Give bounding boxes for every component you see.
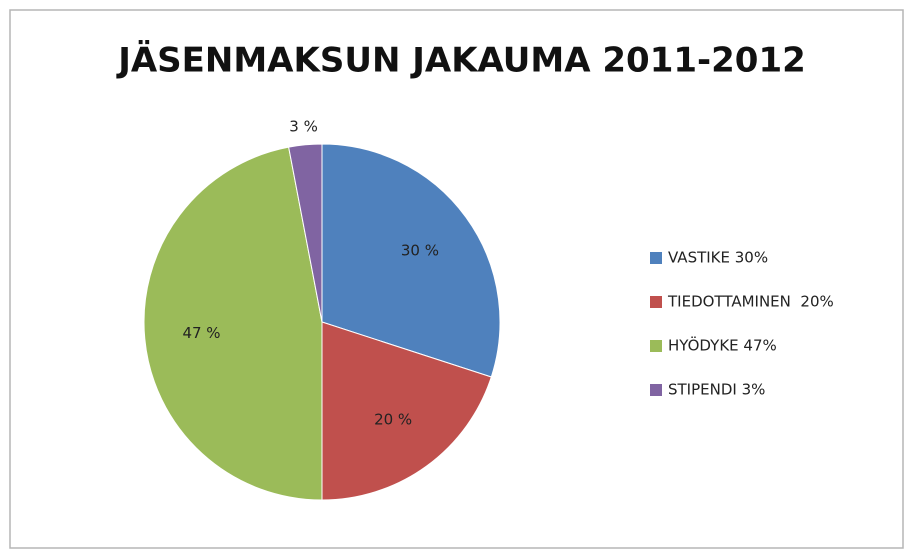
legend-swatch — [650, 296, 662, 308]
legend-label: TIEDOTTAMINEN 20% — [667, 293, 834, 311]
legend-swatch — [650, 340, 662, 352]
legend-label: HYÖDYKE 47% — [668, 336, 777, 355]
pie-slice — [321, 321, 492, 501]
value-label: 20 % — [374, 410, 412, 428]
value-label: 47 % — [182, 324, 220, 342]
legend-label: VASTIKE 30% — [668, 249, 768, 267]
chart-title: JÄSENMAKSUN JAKAUMA 2011-2012 — [116, 40, 806, 81]
value-label: 3 % — [289, 118, 318, 136]
legend-swatch — [650, 252, 662, 264]
legend-swatch — [650, 384, 662, 396]
legend-label: STIPENDI 3% — [668, 381, 765, 399]
value-label: 30 % — [401, 241, 439, 259]
pie-slice — [143, 146, 323, 501]
pie-slice — [321, 143, 501, 378]
pie-slice — [288, 143, 323, 323]
